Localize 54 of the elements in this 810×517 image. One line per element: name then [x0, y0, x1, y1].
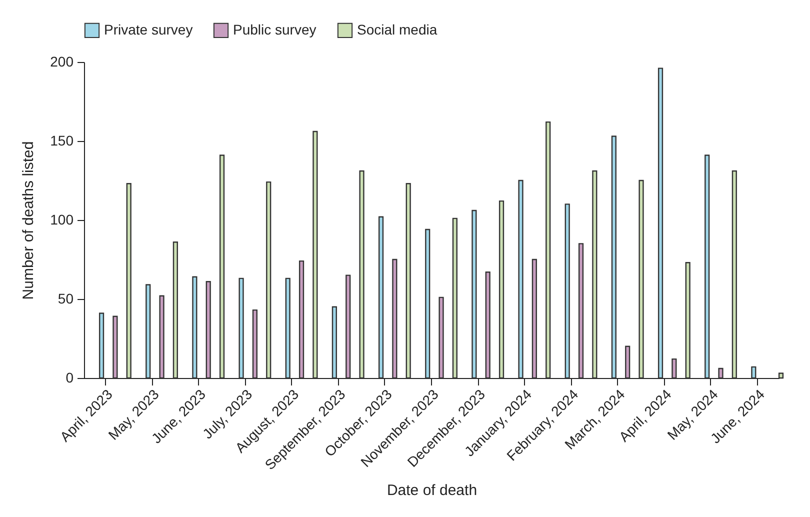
y-axis-title: Number of deaths listed: [20, 141, 38, 300]
bar: [518, 180, 524, 379]
bar: [485, 272, 490, 379]
bar: [332, 306, 337, 379]
bar: [425, 228, 430, 379]
bar: [452, 218, 458, 379]
legend-label: Public survey: [233, 21, 316, 38]
bar: [392, 258, 398, 379]
legend-label: Social media: [357, 21, 438, 38]
bar: [564, 204, 570, 379]
y-tick-label: 100: [50, 212, 74, 228]
bar: [378, 216, 384, 379]
y-tick-label: 200: [50, 54, 74, 70]
bar: [346, 274, 351, 379]
bar: [98, 312, 104, 379]
bar: [732, 170, 737, 379]
bar: [112, 316, 118, 379]
bar: [578, 243, 584, 379]
bar: [159, 295, 164, 379]
bar: [625, 346, 630, 379]
y-tick-label: 0: [66, 370, 74, 386]
bar: [532, 258, 537, 379]
bar: [658, 68, 664, 379]
bar: [438, 296, 444, 379]
bar: [172, 242, 178, 379]
bar: [252, 309, 258, 379]
bar: [285, 278, 290, 379]
bar: [672, 358, 677, 379]
bar: [685, 262, 690, 379]
bar: [778, 372, 784, 379]
bar: [638, 180, 644, 379]
y-tick-label: 50: [58, 290, 74, 306]
bar: [238, 278, 244, 379]
bar: [126, 183, 132, 379]
bar: [704, 154, 710, 379]
bar: [611, 136, 616, 379]
bar: [498, 200, 504, 379]
bar: [192, 276, 198, 379]
bar: [406, 183, 411, 379]
bar: [298, 260, 304, 379]
bar: [146, 284, 151, 379]
bar: [472, 210, 477, 379]
bar: [266, 181, 272, 379]
x-axis-title: Date of death: [386, 482, 478, 499]
bar: [718, 368, 724, 379]
bar: [751, 366, 756, 379]
bar: [359, 170, 364, 379]
bar: [312, 130, 318, 379]
bar: [219, 154, 225, 379]
bar: [206, 281, 211, 379]
bar: [546, 121, 551, 379]
bar: [592, 170, 598, 379]
y-tick-label: 150: [50, 132, 74, 148]
legend-label: Private survey: [104, 21, 193, 38]
